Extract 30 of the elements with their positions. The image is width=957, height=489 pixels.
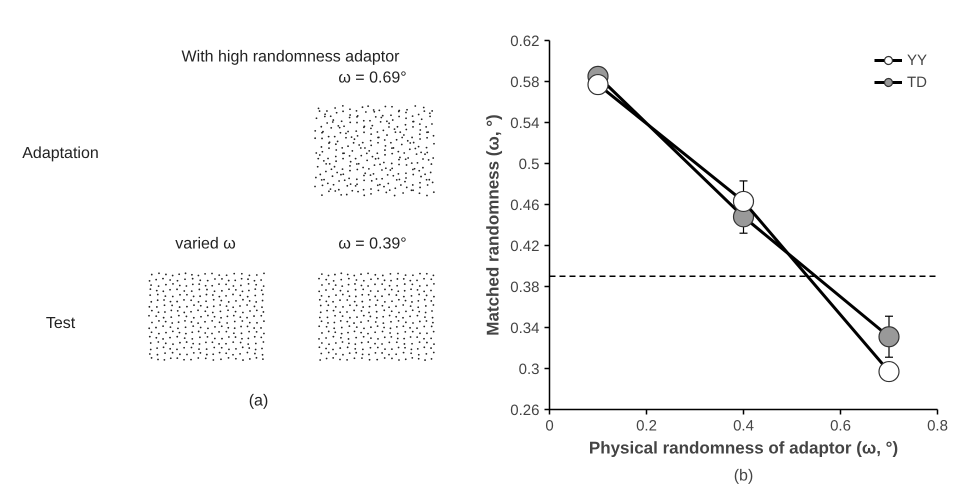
x-tick-label: 0.6 — [830, 418, 851, 434]
y-tick-label: 0.58 — [510, 74, 540, 91]
y-tick-label: 0.62 — [510, 33, 540, 50]
text: varied ω — [175, 236, 236, 253]
text: With high randomness adaptor — [182, 48, 400, 66]
y-tick-label: 0.5 — [518, 156, 540, 173]
y-tick-label: 0.34 — [510, 320, 540, 337]
x-tick-label: 0.2 — [636, 418, 657, 434]
point — [878, 326, 900, 348]
y-tick-label: 0.42 — [510, 238, 540, 255]
text: (a) — [248, 392, 268, 410]
text: Adaptation — [22, 145, 99, 162]
text: (b) — [734, 468, 754, 484]
text: Test — [46, 314, 76, 332]
text: ω = 0.39° — [338, 236, 407, 253]
legend-label: TD — [906, 74, 927, 90]
x-axis-title: Physical randomness of adaptor (ω, °) — [588, 438, 898, 458]
point — [732, 190, 754, 212]
y-tick-label: 0.38 — [510, 279, 540, 296]
y-tick-label: 0.26 — [510, 402, 540, 419]
legend-label: YY — [906, 52, 927, 68]
x-tick-label: 0 — [545, 418, 554, 434]
text: ω = 0.69° — [338, 70, 407, 87]
x-tick-label: 0.4 — [733, 418, 754, 434]
y-axis-title: Matched randomness (ω, °) — [483, 114, 502, 336]
y-tick-label: 0.3 — [518, 361, 540, 378]
y-tick-label: 0.54 — [510, 115, 540, 132]
x-tick-label: 0.8 — [927, 418, 948, 434]
y-tick-label: 0.46 — [510, 197, 540, 214]
point — [587, 74, 609, 96]
